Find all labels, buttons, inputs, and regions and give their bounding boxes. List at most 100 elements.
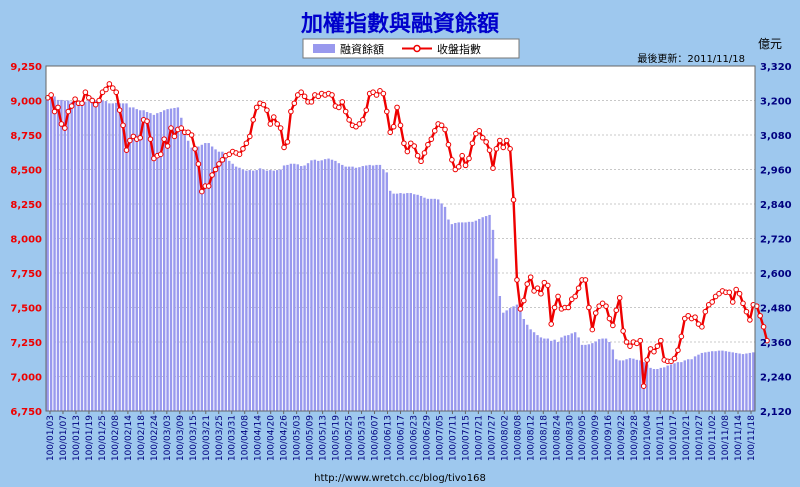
margin-bar — [502, 312, 505, 411]
x-tick-label: 100/06/07 — [371, 415, 381, 461]
left-tick-label: 9,000 — [10, 97, 42, 108]
right-tick-label: 2,120 — [760, 407, 792, 418]
margin-bar — [663, 367, 666, 411]
x-tick-label: 100/04/26 — [280, 415, 290, 461]
index-point — [640, 383, 647, 389]
index-point — [586, 304, 592, 311]
index-point — [401, 140, 407, 147]
margin-bar — [378, 164, 382, 411]
index-point — [418, 158, 424, 165]
margin-bar — [166, 109, 169, 411]
index-point — [490, 165, 496, 171]
margin-bar — [70, 101, 73, 412]
index-point — [178, 125, 185, 131]
index-point — [613, 307, 620, 314]
index-point — [565, 304, 572, 311]
margin-bar — [710, 351, 714, 411]
margin-bar — [193, 148, 197, 411]
legend-label-margin: 融資餘額 — [340, 42, 384, 56]
index-point — [760, 324, 767, 330]
index-point — [277, 125, 284, 131]
x-tick-label: 100/09/09 — [591, 415, 601, 461]
index-point — [544, 282, 551, 289]
index-point — [308, 99, 315, 105]
index-point — [192, 146, 198, 152]
index-point — [651, 348, 657, 355]
index-point — [253, 104, 260, 111]
x-tick-label: 100/05/31 — [358, 415, 368, 461]
margin-bar — [323, 159, 327, 411]
index-point — [103, 86, 109, 93]
margin-bar — [190, 147, 193, 411]
margin-bar — [752, 352, 755, 411]
index-point — [510, 197, 517, 203]
index-point — [137, 134, 143, 141]
right-tick-label: 3,200 — [760, 97, 792, 108]
index-point — [709, 299, 715, 305]
margin-bar — [125, 103, 128, 411]
margin-bar — [159, 112, 162, 411]
index-point — [240, 146, 246, 152]
margin-bar — [515, 304, 519, 411]
right-tick-label: 2,840 — [760, 200, 792, 211]
margin-bar — [556, 342, 560, 411]
margin-bar — [467, 221, 471, 411]
margin-bar — [734, 352, 738, 411]
index-point — [637, 337, 644, 344]
margin-bar — [73, 101, 77, 412]
x-tick-label: 100/09/16 — [604, 415, 614, 461]
index-point — [397, 122, 404, 129]
margin-bar — [94, 100, 97, 411]
index-point — [726, 289, 733, 296]
index-point — [356, 121, 363, 127]
margin-bar — [728, 351, 731, 411]
index-point — [521, 297, 527, 304]
margin-bar — [738, 353, 741, 411]
index-point — [120, 122, 126, 129]
margin-bar — [142, 110, 145, 412]
index-point — [270, 114, 277, 120]
margin-bar — [409, 193, 412, 411]
index-point — [627, 343, 633, 349]
index-point — [92, 101, 99, 108]
margin-bar — [275, 170, 279, 411]
index-point — [671, 355, 678, 362]
x-tick-label: 100/07/27 — [487, 415, 497, 461]
margin-bar — [186, 140, 190, 411]
right-axis: 3,320 3,200 3,080 2,960 2,840 2,720 2,600 2,480… — [760, 62, 792, 418]
x-tick-label: 100/10/27 — [695, 415, 705, 461]
index-point — [96, 97, 102, 104]
x-tick-label: 100/11/08 — [721, 415, 731, 461]
index-point — [589, 326, 596, 333]
index-point — [743, 308, 750, 315]
margin-bar — [413, 194, 416, 411]
index-point — [390, 123, 397, 130]
index-point — [610, 322, 616, 329]
margin-bar — [279, 169, 282, 411]
margin-bar — [430, 198, 433, 411]
margin-bar — [210, 146, 214, 411]
margin-bar — [454, 222, 457, 411]
x-tick-label: 100/06/29 — [422, 415, 432, 461]
margin-bar — [306, 163, 310, 411]
index-point — [503, 137, 510, 144]
left-tick-label: 9,250 — [10, 62, 42, 73]
x-tick-label: 100/07/11 — [448, 415, 458, 461]
update-date: 最後更新：2011/11/18 — [637, 52, 745, 65]
index-point — [236, 151, 243, 158]
legend-line-marker — [413, 44, 421, 53]
margin-bar — [697, 354, 700, 411]
left-tick-label: 7,500 — [10, 304, 42, 315]
margin-bar — [618, 360, 621, 411]
margin-bar — [666, 365, 669, 411]
x-tick-label: 100/03/15 — [189, 415, 199, 461]
index-point — [383, 108, 390, 115]
index-point — [171, 133, 178, 140]
margin-bar — [214, 149, 217, 411]
index-point — [736, 290, 743, 297]
margin-bar — [673, 363, 676, 411]
x-tick-label: 100/08/24 — [552, 415, 562, 461]
margin-bar — [731, 352, 734, 411]
margin-bar — [80, 102, 84, 411]
